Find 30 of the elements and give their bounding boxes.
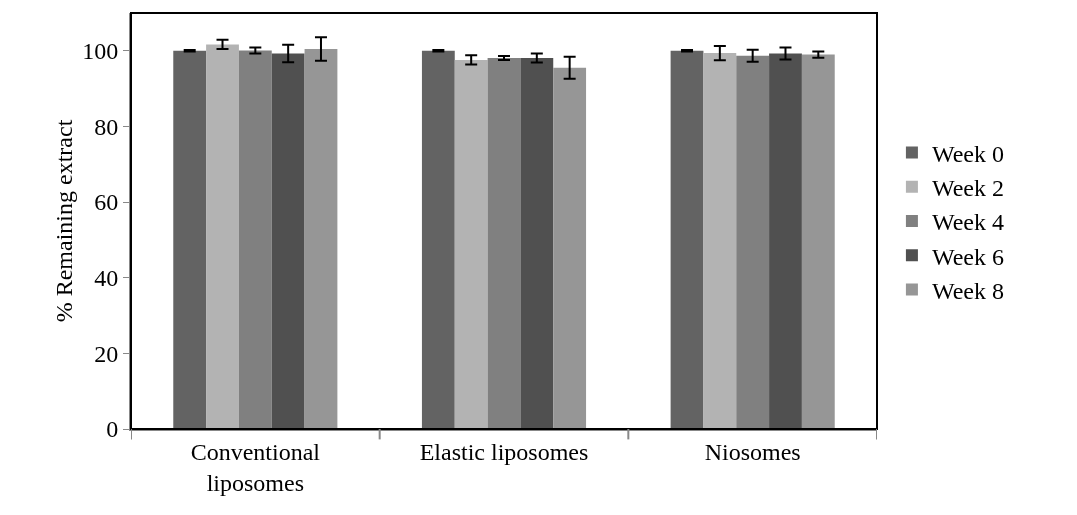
legend-label: Week 8 [931,277,1004,304]
bar [736,55,770,429]
bar [769,53,802,429]
legend-label: Week 6 [931,243,1004,270]
y-tick-label: 40 [94,265,119,292]
y-axis-title: % Remaining extract [51,119,77,323]
y-tick-label: 80 [94,113,119,140]
y-tick-label: 0 [106,416,119,443]
x-tick-label: Conventional liposomes [190,438,321,496]
bar [454,59,488,429]
bar [801,54,835,429]
bar [520,58,554,429]
bar [487,58,521,429]
bar [238,50,272,429]
x-tick-label: Elastic liposomes [419,438,589,465]
bar [670,50,704,429]
x-tick-label: Niosomes [704,438,801,465]
legend-label: Week 0 [931,140,1004,167]
y-tick-label: 100 [82,38,119,65]
bar [304,48,338,429]
bar [703,53,737,429]
bar [553,67,587,429]
legend-label: Week 2 [931,175,1004,202]
legend-label: Week 4 [931,209,1004,236]
y-tick-label: 20 [94,340,119,367]
y-tick-label: 60 [94,189,119,216]
bar [173,50,207,429]
bar [421,50,455,429]
bar [271,53,305,429]
bar [206,44,239,429]
